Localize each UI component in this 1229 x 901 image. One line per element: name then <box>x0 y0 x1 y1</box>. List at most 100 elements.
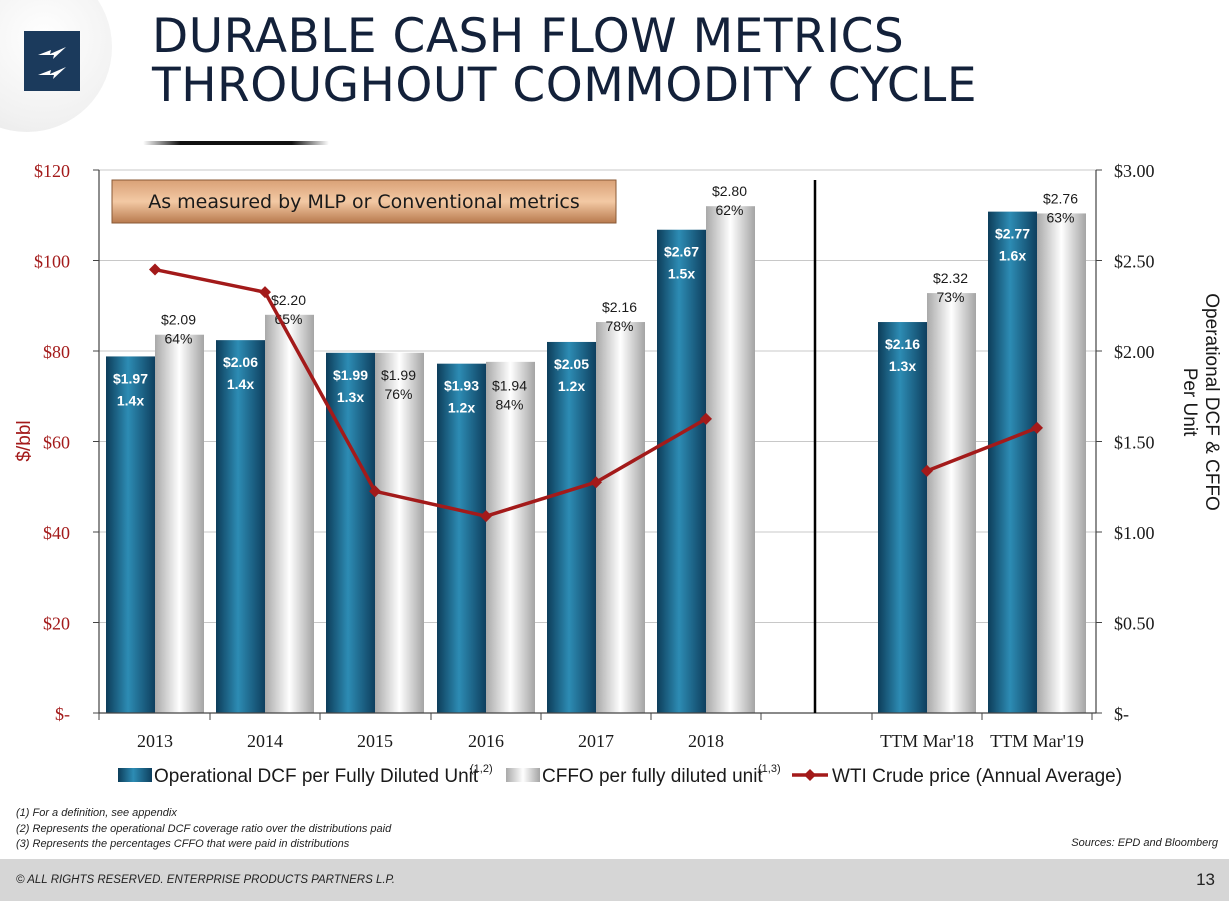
category-label: 2017 <box>578 731 614 751</box>
left-tick-label: $120 <box>34 161 70 181</box>
category-label: 2016 <box>468 731 504 751</box>
cffo-ratio-label: 62% <box>715 202 743 218</box>
dcf-ratio-label: 1.5x <box>668 266 695 282</box>
lightning-bolt-icon <box>38 47 66 79</box>
dcf-bar <box>988 211 1037 713</box>
right-axis-title-line-1: Operational DCF & CFFO <box>1201 293 1222 511</box>
footer-bar: © ALL RIGHTS RESERVED. ENTERPRISE PRODUC… <box>0 859 1229 901</box>
wti-line <box>926 426 1038 473</box>
dcf-bar <box>437 363 486 713</box>
cffo-value-label: $2.32 <box>933 270 968 286</box>
cffo-bar <box>1037 213 1086 713</box>
dcf-value-label: $1.93 <box>444 378 479 394</box>
cffo-bar <box>486 361 535 713</box>
left-axis-title: $/bbl <box>14 420 35 461</box>
dcf-ratio-label: 1.2x <box>558 378 585 394</box>
wti-point <box>149 263 161 276</box>
legend-swatch-cffo <box>506 768 540 782</box>
slide-title: DURABLE CASH FLOW METRICS THROUGHOUT COM… <box>152 12 977 110</box>
cffo-ratio-label: 73% <box>936 289 964 305</box>
right-tick-label: $- <box>1114 704 1129 724</box>
left-tick-label: $80 <box>43 342 70 362</box>
legend-label-wti: WTI Crude price (Annual Average) <box>832 766 1122 787</box>
cash-flow-chart: $1.971.4x$2.0964%$2.061.4x$2.2065%$1.991… <box>14 161 1222 787</box>
copyright-notice: © ALL RIGHTS RESERVED. ENTERPRISE PRODUC… <box>16 874 395 886</box>
cffo-ratio-label: 63% <box>1046 209 1074 225</box>
cffo-bar <box>265 314 314 713</box>
cffo-value-label: $2.16 <box>602 299 637 315</box>
dcf-value-label: $1.97 <box>113 370 148 386</box>
dcf-bar <box>216 340 265 713</box>
right-axis-title-line-2: Per Unit <box>1179 368 1200 437</box>
left-tick-label: $100 <box>34 252 70 272</box>
dcf-value-label: $2.05 <box>554 356 589 372</box>
dcf-ratio-label: 1.4x <box>117 392 144 408</box>
dcf-ratio-label: 1.2x <box>448 400 475 416</box>
cffo-value-label: $1.99 <box>381 367 416 383</box>
legend-swatch-dcf <box>118 768 152 782</box>
footnotes: (1) For a definition, see appendix (2) R… <box>16 806 391 853</box>
wti-point <box>700 412 712 425</box>
dcf-ratio-label: 1.3x <box>889 358 916 374</box>
dcf-value-label: $2.77 <box>995 226 1030 242</box>
footnote-2: (2) Represents the operational DCF cover… <box>16 822 392 835</box>
wti-point <box>1031 421 1043 434</box>
dcf-value-label: $2.16 <box>885 336 920 352</box>
left-tick-label: $- <box>55 704 70 724</box>
left-tick-label: $20 <box>43 614 70 634</box>
cffo-bar <box>706 206 755 713</box>
right-tick-label: $2.50 <box>1114 252 1155 272</box>
sources-note: Sources: EPD and Bloomberg <box>1071 837 1218 849</box>
right-tick-label: $3.00 <box>1114 161 1155 181</box>
cffo-ratio-label: 78% <box>605 318 633 334</box>
category-label: 2018 <box>688 731 724 751</box>
cffo-bar <box>155 334 204 713</box>
dcf-bar <box>878 322 927 713</box>
dcf-bar <box>657 229 706 713</box>
banner-box <box>111 179 617 224</box>
cffo-ratio-label: 84% <box>495 397 523 413</box>
footnote-1: (1) For a definition, see appendix <box>16 807 177 819</box>
cffo-ratio-label: 76% <box>384 386 412 402</box>
cffo-value-label: $1.94 <box>492 378 527 394</box>
cffo-value-label: $2.80 <box>712 183 747 199</box>
category-label: 2013 <box>137 731 173 751</box>
wti-point <box>590 476 602 489</box>
right-tick-label: $1.50 <box>1114 433 1155 453</box>
legend-superscript-cffo: (1,3) <box>758 763 781 775</box>
dcf-ratio-label: 1.6x <box>999 248 1026 264</box>
slide-title-line-2: THROUGHOUT COMMODITY CYCLE <box>152 58 978 113</box>
left-tick-label: $60 <box>43 433 70 453</box>
dcf-bar <box>547 341 596 713</box>
dcf-ratio-label: 1.3x <box>337 389 364 405</box>
right-tick-label: $2.00 <box>1114 342 1155 362</box>
category-label: 2014 <box>247 731 283 751</box>
dcf-ratio-label: 1.4x <box>227 376 254 392</box>
dcf-value-label: $2.06 <box>223 354 258 370</box>
cffo-bar <box>927 293 976 713</box>
legend-label-cffo: CFFO per fully diluted unit <box>542 766 763 787</box>
cffo-ratio-label: 64% <box>164 331 192 347</box>
wti-line <box>154 267 707 518</box>
company-logo <box>24 31 80 91</box>
wti-point <box>921 464 933 477</box>
dcf-value-label: $2.67 <box>664 244 699 260</box>
legend-label-dcf: Operational DCF per Fully Diluted Unit <box>154 766 479 787</box>
cffo-bar <box>596 322 645 713</box>
wti-point <box>369 485 381 498</box>
left-tick-label: $40 <box>43 523 70 543</box>
legend-superscript-dcf: (1,2) <box>470 763 493 775</box>
wti-point <box>259 286 271 299</box>
cffo-value-label: $2.76 <box>1043 190 1078 206</box>
title-underline <box>143 141 329 145</box>
category-label: TTM Mar'18 <box>880 731 974 751</box>
right-tick-label: $1.00 <box>1114 523 1155 543</box>
cffo-value-label: $2.20 <box>271 292 306 308</box>
category-label: TTM Mar'19 <box>990 731 1084 751</box>
cffo-bar <box>375 352 424 713</box>
legend-marker-wti <box>804 769 816 781</box>
dcf-value-label: $1.99 <box>333 367 368 383</box>
page-number: 13 <box>1196 870 1215 889</box>
banner-text: As measured by MLP or Conventional metri… <box>148 191 580 213</box>
slide-title-line-1: DURABLE CASH FLOW METRICS <box>152 9 905 64</box>
